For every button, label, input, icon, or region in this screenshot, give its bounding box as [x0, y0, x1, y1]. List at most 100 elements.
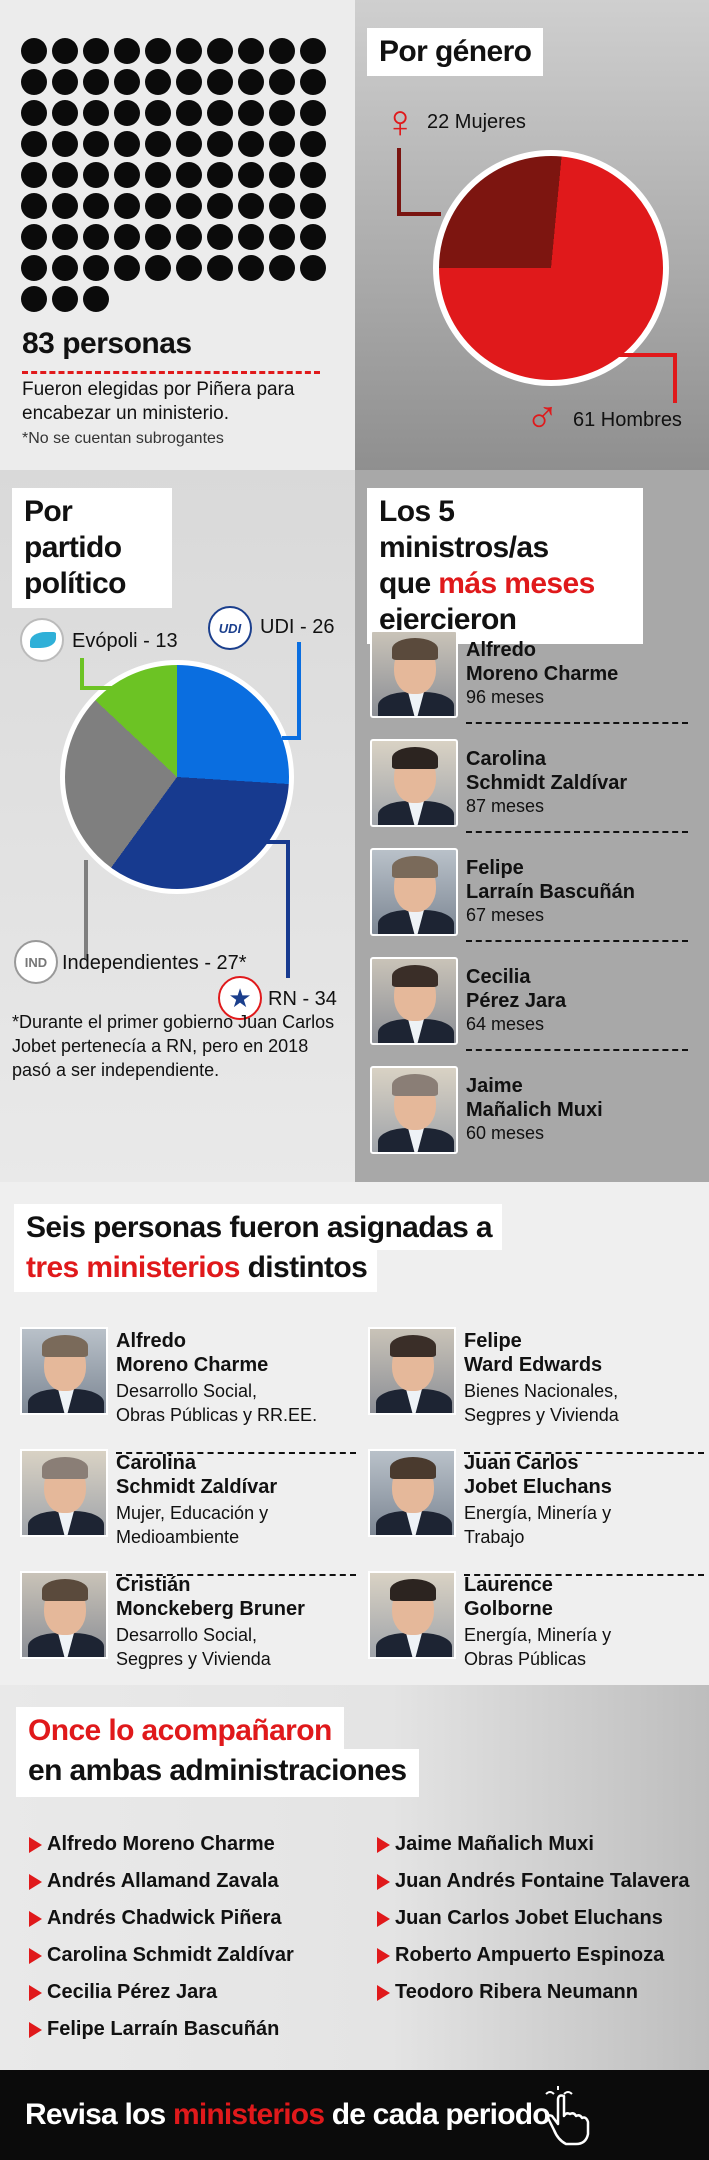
top5-title-red: más meses	[438, 567, 595, 600]
person-dot	[300, 38, 326, 64]
minister-name: Laurence Golborne	[464, 1573, 704, 1621]
ministries-list: Energía, Minería y Obras Públicas	[464, 1623, 704, 1671]
person-dot	[21, 162, 47, 188]
person-dot	[21, 100, 47, 126]
party-section: Por partido político Evópoli - 13 UDI UD…	[0, 470, 709, 1182]
person-dot	[52, 38, 78, 64]
minister-photo	[370, 957, 458, 1045]
three-title-post: distintos	[239, 1251, 368, 1284]
person-dot	[21, 38, 47, 64]
top5-title-pre: que	[379, 567, 439, 600]
top-minister-card: Felipe Larraín Bascuñán 67 meses	[370, 848, 690, 943]
person-dot	[52, 224, 78, 250]
person-dot	[83, 193, 109, 219]
evopoli-logo-icon	[20, 618, 64, 662]
minister-last-name: Ward Edwards	[464, 1354, 603, 1376]
minister-divider	[466, 940, 688, 942]
companion-list-item: Carolina Schmidt Zaldívar	[29, 1944, 294, 1966]
person-dot	[52, 193, 78, 219]
companion-list-item: Alfredo Moreno Charme	[29, 1833, 275, 1855]
ministries-line2: Obras Públicas y RR.EE.	[116, 1405, 318, 1425]
person-dot	[21, 286, 47, 312]
three-ministries-card: Juan Carlos Jobet Eluchans Energía, Miner…	[368, 1449, 704, 1576]
person-dot	[83, 100, 109, 126]
person-dot	[176, 100, 202, 126]
ministries-list: Energía, Minería y Trabajo	[464, 1501, 704, 1549]
minister-months: 60 meses	[466, 1123, 545, 1143]
person-dot	[83, 38, 109, 64]
ministries-list: Mujer, Educación y Medioambiente	[116, 1501, 356, 1549]
card-divider	[116, 1452, 356, 1454]
count-note: *No se cuentan subrogantes	[22, 430, 224, 447]
minister-photo	[368, 1327, 456, 1415]
minister-name: Alfredo Moreno Charme	[466, 638, 686, 686]
eleven-title-line2: en ambas administraciones	[16, 1749, 419, 1797]
footer-text[interactable]: Revisa los ministerios de cada periodo	[25, 2098, 551, 2132]
footer-pre: Revisa los	[25, 2098, 173, 2131]
ministries-line1: Desarrollo Social,	[116, 1625, 258, 1645]
minister-first-name: Jaime	[466, 1075, 523, 1097]
minister-first-name: Carolina	[466, 748, 547, 770]
person-dot	[176, 162, 202, 188]
person-dot	[21, 255, 47, 281]
person-dot	[114, 193, 140, 219]
men-leader-h	[617, 353, 677, 357]
person-dot	[238, 193, 264, 219]
top-minister-card: Jaime Mañalich Muxi 60 meses	[370, 1066, 690, 1161]
three-title-red: tres ministerios	[26, 1251, 240, 1284]
evopoli-leader-h	[80, 686, 138, 690]
summary-section: 83 personas Fueron elegidas por Piñera p…	[0, 0, 709, 470]
person-dot	[114, 38, 140, 64]
companion-list-item: Roberto Ampuerto Espinoza	[376, 1944, 665, 1966]
person-dot	[114, 69, 140, 95]
portrait-hair	[392, 638, 438, 660]
person-dot	[52, 162, 78, 188]
udi-logo-icon: UDI	[208, 606, 252, 650]
udi-label: UDI - 26	[260, 616, 335, 638]
minister-last-name: Moreno Charme	[466, 663, 619, 685]
person-dot	[145, 224, 171, 250]
person-dot	[238, 100, 264, 126]
top5-title-line1: Los 5 ministros/as	[379, 495, 549, 564]
minister-first-name: Juan Carlos	[464, 1452, 579, 1474]
person-dot	[83, 131, 109, 157]
three-ministries-card: Laurence Golborne Energía, Minería y Obras…	[368, 1571, 698, 1681]
card-divider	[464, 1574, 704, 1576]
portrait-hair	[390, 1457, 436, 1479]
person-dot	[238, 255, 264, 281]
person-dot	[269, 224, 295, 250]
ind-logo-icon: IND	[14, 940, 58, 984]
eleven-title-red: Once lo acompañaron	[28, 1714, 332, 1747]
person-dot	[238, 38, 264, 64]
red-divider	[22, 371, 320, 374]
gender-panel: Por género ♀ 22 Mujeres ♂ 61 Hombres	[355, 0, 709, 470]
footer-cta[interactable]: Revisa los ministerios de cada periodo	[0, 2070, 709, 2160]
person-dot	[176, 38, 202, 64]
minister-last-name: Moreno Charme	[116, 1354, 269, 1376]
minister-last-name: Schmidt Zaldívar	[466, 772, 628, 794]
person-dot	[238, 131, 264, 157]
person-dot	[52, 131, 78, 157]
top-minister-card: Carolina Schmidt Zaldívar 87 meses	[370, 739, 690, 834]
top-minister-card: Alfredo Moreno Charme 96 meses	[370, 630, 690, 725]
gender-pie-chart	[433, 150, 669, 386]
person-dot	[300, 224, 326, 250]
person-dot	[176, 193, 202, 219]
person-dot	[300, 69, 326, 95]
three-ministries-card: Felipe Ward Edwards Bienes Nacionales, Seg…	[368, 1327, 704, 1454]
person-dot	[269, 131, 295, 157]
card-divider	[116, 1574, 356, 1576]
person-dot	[176, 255, 202, 281]
person-dot	[52, 255, 78, 281]
rn-leader-h	[240, 840, 290, 844]
minister-last-name: Schmidt Zaldívar	[116, 1476, 278, 1498]
ministries-list: Bienes Nacionales, Segpres y Vivienda	[464, 1379, 704, 1427]
person-dot	[207, 224, 233, 250]
footer-red: ministerios	[172, 2098, 325, 2131]
pointer-hand-icon[interactable]	[540, 2086, 600, 2148]
count-description: Fueron elegidas por Piñera para encabeza…	[22, 379, 295, 424]
women-leader-h	[397, 212, 441, 216]
minister-name: Cristián Monckeberg Bruner	[116, 1573, 356, 1621]
male-icon: ♂	[525, 389, 560, 441]
men-leader-v	[673, 353, 677, 403]
